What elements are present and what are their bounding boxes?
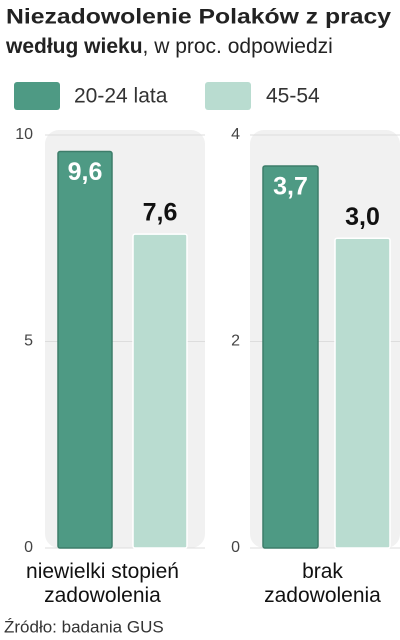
bar (262, 165, 319, 549)
y-tick-label: 0 (231, 539, 240, 556)
category-label: niewielki stopień zadowolenia (26, 560, 179, 607)
value-label: 3,7 (273, 173, 308, 201)
title-line2: według wieku, w proc. odpowiedzi (5, 35, 333, 58)
legend-label: 45-54 (266, 85, 320, 108)
title-rest: , w proc. odpowiedzi (143, 35, 333, 58)
title-bold: według wieku (5, 35, 143, 58)
value-label: 7,6 (143, 199, 178, 227)
y-tick-label: 5 (24, 333, 33, 350)
value-label: 3,0 (345, 203, 380, 231)
legend-label: 20-24 lata (74, 85, 168, 108)
y-tick-label: 2 (231, 333, 240, 350)
legend-swatch (205, 82, 251, 110)
y-tick-label: 0 (24, 539, 33, 556)
bar (132, 233, 188, 549)
y-tick-label: 10 (15, 126, 33, 143)
source: Źródło: badania GUS (4, 617, 164, 636)
y-tick-label: 4 (231, 126, 240, 143)
legend-swatch (14, 82, 60, 110)
bar (334, 237, 391, 549)
value-label: 9,6 (68, 158, 103, 186)
bar (57, 150, 113, 549)
category-label: brak zadowolenia (264, 560, 381, 607)
title: Niezadowolenie Polaków z pracy (6, 6, 391, 29)
